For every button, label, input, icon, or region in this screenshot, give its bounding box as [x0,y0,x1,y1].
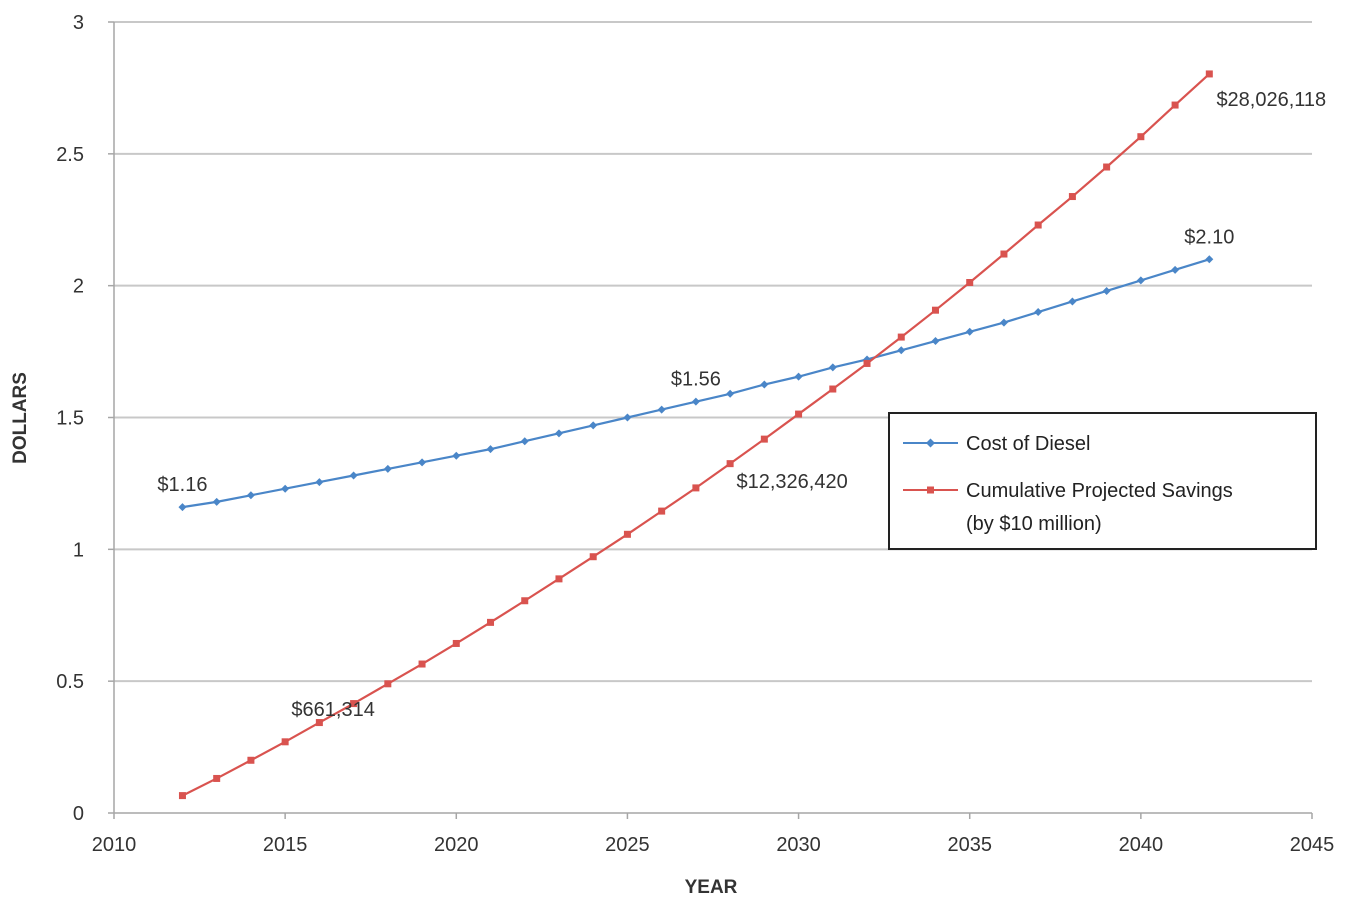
data-point-cost-of-diesel [931,337,940,346]
data-point-cost-of-diesel [418,458,427,467]
data-point-cumulative-projected-savings [931,306,939,314]
data-label: $28,026,118 [1216,89,1326,111]
data-point-cumulative-projected-savings [863,359,871,367]
x-tick-label: 2010 [92,834,137,856]
data-label: $1.16 [157,474,207,496]
data-point-cumulative-projected-savings [1137,133,1145,141]
legend-swatch-savings-marker [927,486,934,494]
data-label: $1.56 [671,369,721,391]
data-point-cumulative-projected-savings [350,700,358,708]
data-point-cost-of-diesel [657,405,666,414]
data-point-cumulative-projected-savings [1171,101,1179,109]
data-point-cumulative-projected-savings [623,530,631,538]
data-point-cost-of-diesel [589,421,598,430]
data-point-cumulative-projected-savings [897,333,905,341]
data-point-cost-of-diesel [828,363,837,372]
data-point-cost-of-diesel [349,471,358,480]
data-point-cost-of-diesel [999,318,1008,327]
data-point-cumulative-projected-savings [384,680,392,688]
grid-lines [114,21,1312,683]
data-point-cost-of-diesel [1171,265,1180,274]
data-point-cumulative-projected-savings [418,660,426,668]
data-point-cumulative-projected-savings [452,639,460,647]
data-point-cumulative-projected-savings [1034,221,1042,229]
data-point-cost-of-diesel [315,478,324,487]
data-point-cost-of-diesel [623,413,632,422]
data-label: $12,326,420 [736,471,847,493]
x-tick-label: 2015 [263,834,308,856]
x-tick-label: 2040 [1119,834,1164,856]
legend-swatch-cost-of-diesel-marker [926,438,935,448]
legend: Cost of Diesel Cumulative Projected Savi… [888,412,1317,550]
data-point-cumulative-projected-savings [487,618,495,626]
data-point-cost-of-diesel [794,372,803,381]
data-point-cumulative-projected-savings [658,507,666,515]
data-point-cost-of-diesel [726,389,735,398]
legend-label-cost-of-diesel: Cost of Diesel [966,433,1091,455]
data-point-cost-of-diesel [897,346,906,355]
data-point-cost-of-diesel [281,484,290,493]
legend-label-savings-line2: (by $10 million) [966,513,1102,535]
x-tick-label: 2020 [434,834,479,856]
data-point-cumulative-projected-savings [589,553,597,561]
data-point-cumulative-projected-savings [281,738,289,746]
x-tick-label: 2030 [776,834,821,856]
data-annotations: $1.16 $1.56 $2.10 $661,314 $12,326,420 $28,02… [157,89,1326,721]
data-point-cumulative-projected-savings [1000,250,1008,258]
data-point-cost-of-diesel [486,445,495,454]
y-tick-label: 1 [73,539,84,561]
data-point-cost-of-diesel [520,437,529,446]
data-point-cost-of-diesel [212,497,221,506]
data-point-cumulative-projected-savings [795,410,803,418]
data-point-cost-of-diesel [965,327,974,336]
data-point-cumulative-projected-savings [1103,163,1111,171]
data-point-cumulative-projected-savings [247,756,255,764]
legend-box [888,412,1317,550]
x-tick-label: 2045 [1290,834,1335,856]
tick-labels: 0 0.5 1 1.5 2 2.5 3 2010 2015 2020 2025 2030 2035 204… [56,12,1334,856]
data-point-cost-of-diesel [554,429,563,438]
y-tick-label: 0 [73,803,84,825]
legend-label-savings: Cumulative Projected Savings [966,480,1233,502]
data-point-cumulative-projected-savings [760,435,768,443]
data-point-cumulative-projected-savings [1205,70,1213,78]
y-tick-label: 2 [73,276,84,298]
y-tick-label: 0.5 [56,671,84,693]
x-tick-label: 2025 [605,834,650,856]
data-point-cumulative-projected-savings [213,774,221,782]
data-point-cumulative-projected-savings [966,279,974,287]
x-axis-title: YEAR [685,877,738,897]
data-point-cost-of-diesel [1034,308,1043,317]
data-point-cost-of-diesel [383,464,392,473]
data-label: $661,314 [291,699,374,721]
data-point-cost-of-diesel [760,380,769,389]
data-point-cumulative-projected-savings [521,597,529,605]
data-point-cost-of-diesel [246,491,255,500]
data-point-cost-of-diesel [691,397,700,406]
data-point-cumulative-projected-savings [315,719,323,727]
y-tick-label: 2.5 [56,144,84,166]
data-point-cumulative-projected-savings [726,460,734,468]
y-tick-label: 3 [73,12,84,34]
data-point-cumulative-projected-savings [178,792,186,800]
data-point-cumulative-projected-savings [1068,193,1076,201]
y-tick-label: 1.5 [56,408,84,430]
data-point-cumulative-projected-savings [829,385,837,393]
data-point-cost-of-diesel [178,503,187,512]
data-point-cost-of-diesel [452,451,461,460]
data-point-cumulative-projected-savings [692,484,700,492]
data-point-cost-of-diesel [1102,286,1111,295]
series-lines [178,70,1214,800]
data-point-cost-of-diesel [1068,297,1077,306]
data-point-cost-of-diesel [1205,255,1214,264]
data-point-cost-of-diesel [1136,276,1145,285]
x-tick-label: 2035 [947,834,992,856]
data-label: $2.10 [1184,226,1234,248]
y-axis-title: DOLLARS [10,372,31,464]
data-point-cumulative-projected-savings [555,575,563,583]
